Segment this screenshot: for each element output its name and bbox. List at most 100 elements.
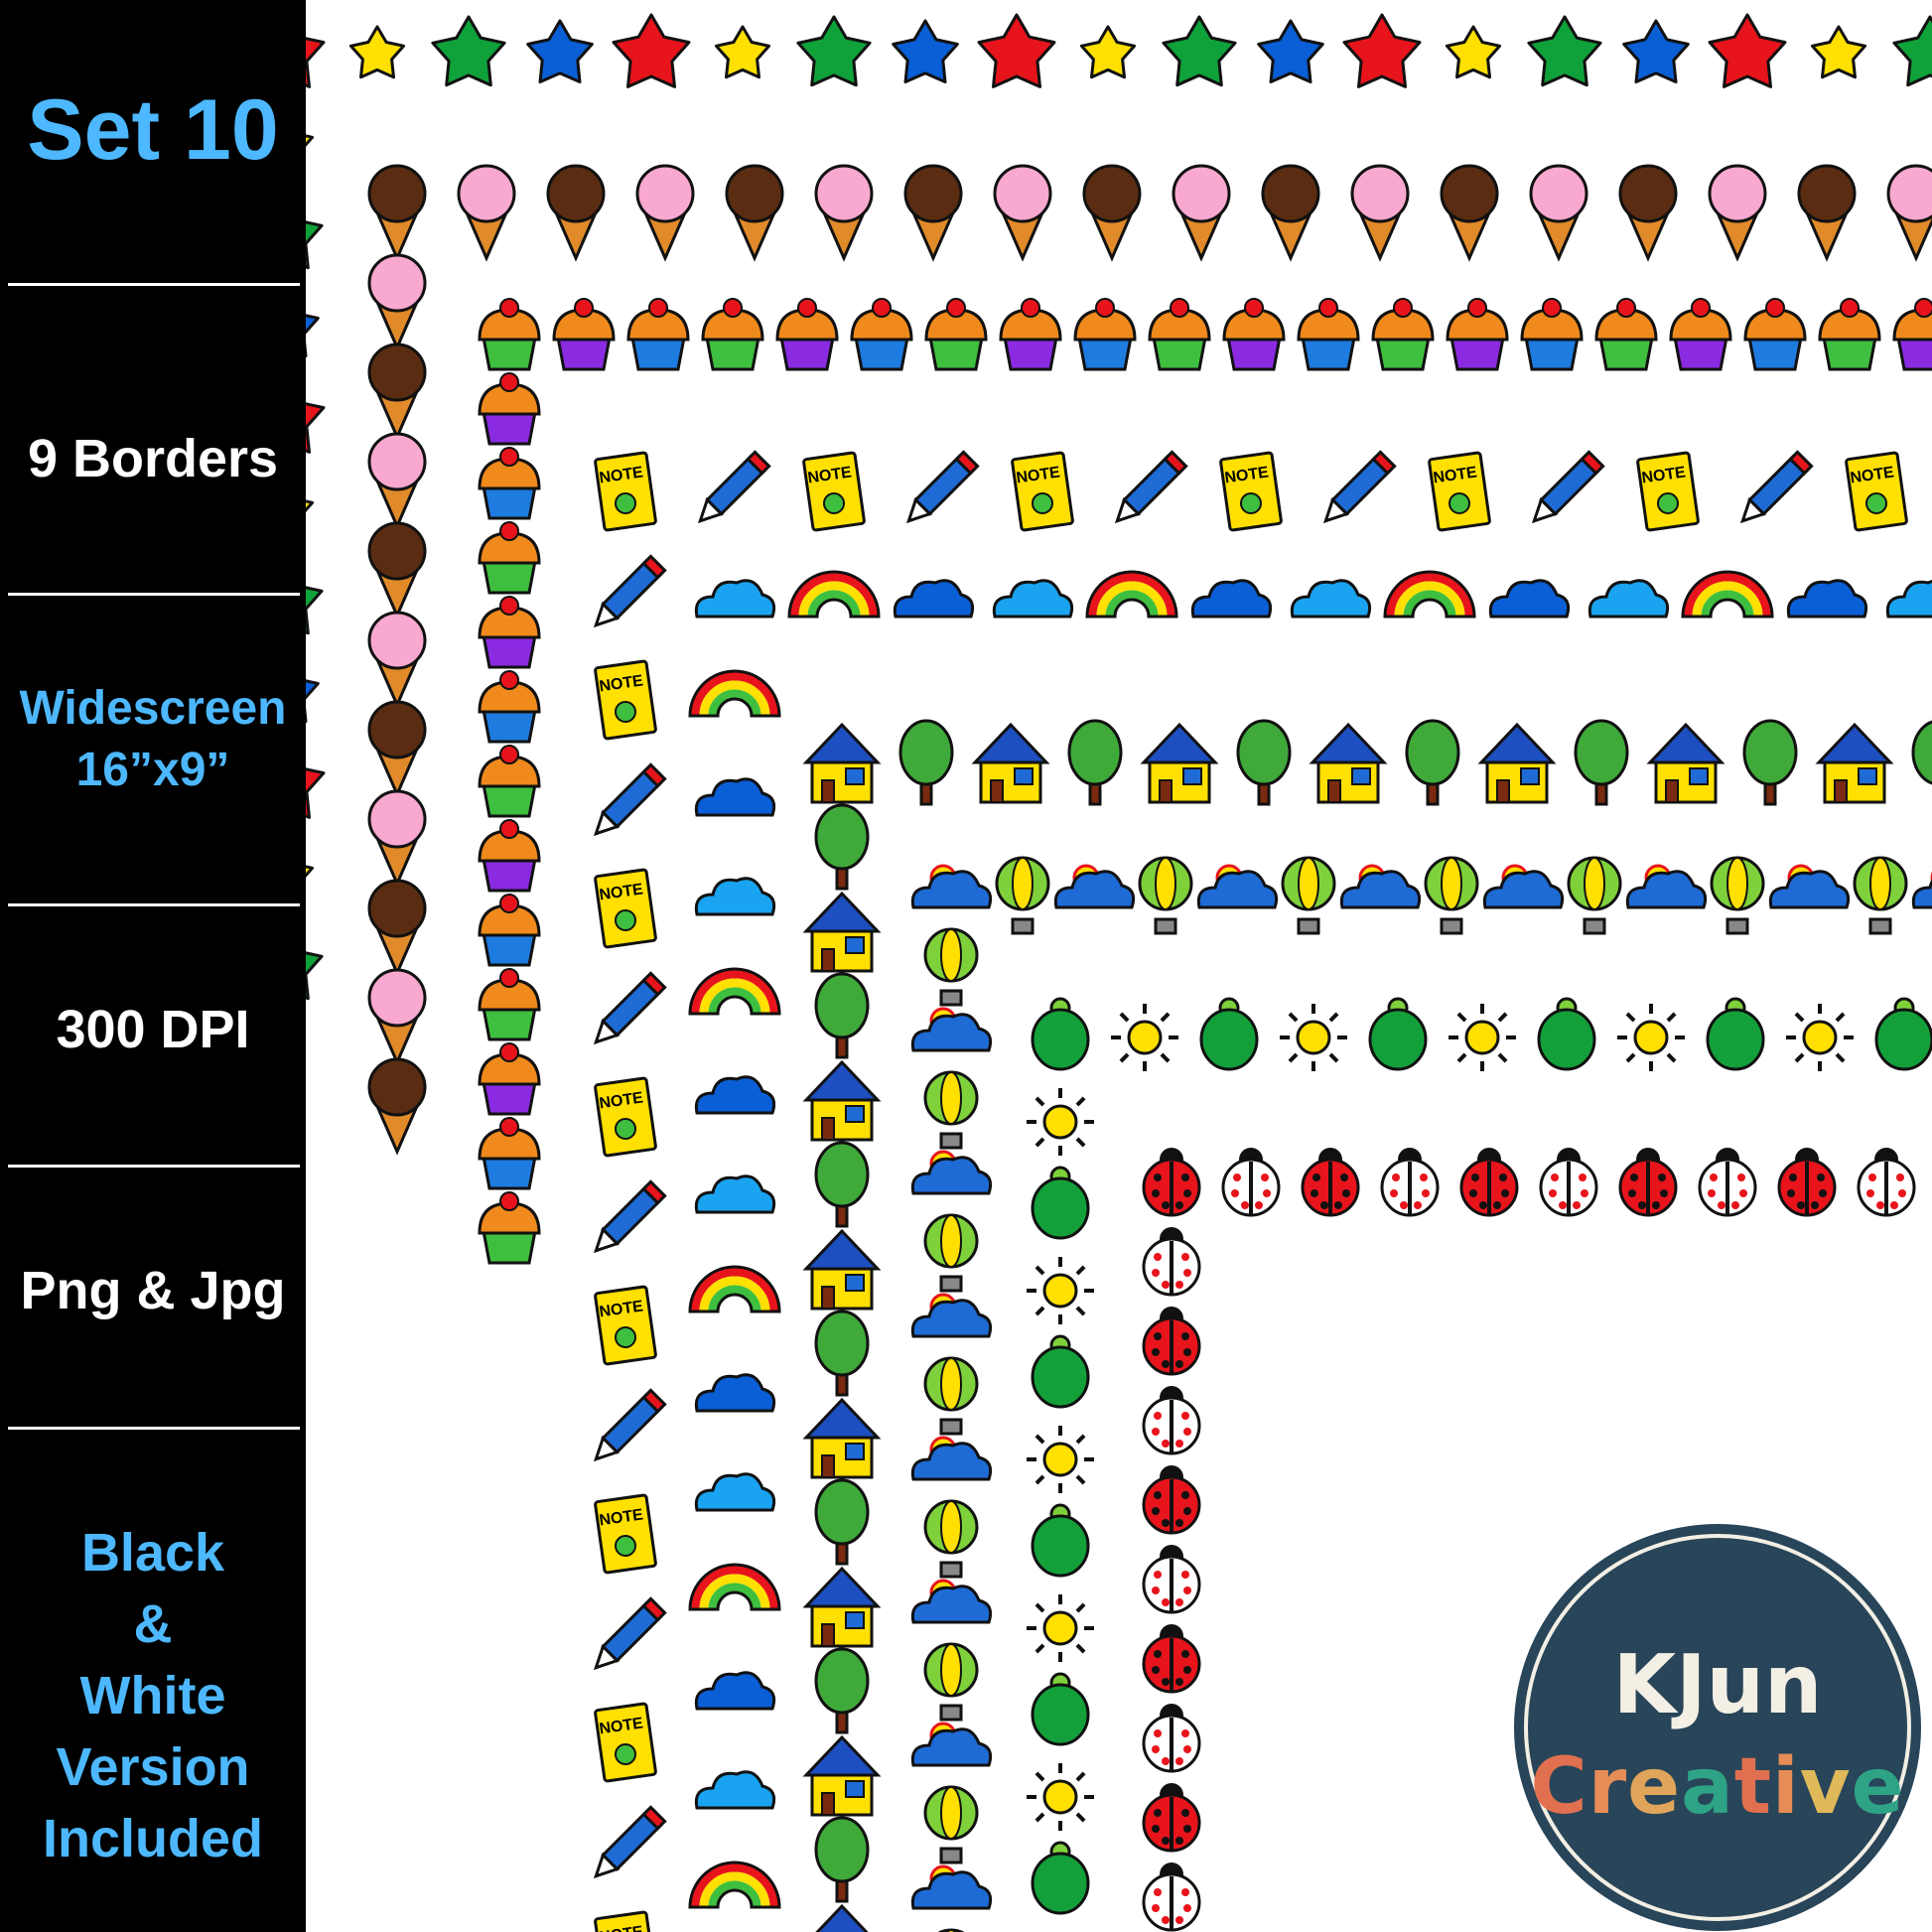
notebook-icon: NOTE xyxy=(802,451,866,532)
pencil-icon xyxy=(1322,450,1397,524)
ladybug-red-icon xyxy=(1142,1465,1201,1535)
tree-icon xyxy=(814,1647,870,1734)
tree-icon xyxy=(1405,719,1460,806)
cloud-dark-icon xyxy=(1488,579,1571,619)
bw-line-5: Included xyxy=(42,1809,263,1868)
border-stars xyxy=(306,13,1932,1001)
cupcake-green-icon xyxy=(1371,298,1435,371)
notebook-icon: NOTE xyxy=(594,451,657,532)
cloud-light-icon xyxy=(992,579,1074,619)
divider xyxy=(8,593,300,596)
cupcake-blue-icon xyxy=(1073,298,1137,371)
cupcake-blue-icon xyxy=(850,298,913,371)
ladybug-white-icon xyxy=(1698,1148,1757,1217)
tree-icon xyxy=(898,719,954,806)
file-types: Png & Jpg xyxy=(20,1261,286,1320)
sun-cloud-icon xyxy=(910,1007,993,1052)
ice-cream-strawberry-icon xyxy=(1350,164,1410,262)
sun-icon xyxy=(1111,1004,1178,1071)
ice-cream-strawberry-icon xyxy=(1886,164,1932,262)
hot-air-balloon-icon xyxy=(1853,856,1908,935)
format-label: Widescreen xyxy=(19,682,287,735)
sun-icon xyxy=(1027,1088,1094,1156)
hot-air-balloon-icon xyxy=(995,856,1050,935)
rainbow-icon xyxy=(688,967,781,1016)
cupcake-purple-icon xyxy=(999,298,1062,371)
cloud-dark-icon xyxy=(893,579,975,619)
cupcake-purple-icon xyxy=(478,596,541,669)
ice-cream-chocolate-icon xyxy=(1261,164,1320,262)
notebook-label: NOTE xyxy=(599,881,645,903)
ice-cream-strawberry-icon xyxy=(1708,164,1767,262)
cupcake-purple-icon xyxy=(1892,298,1932,371)
notebook-icon: NOTE xyxy=(1428,451,1491,532)
house-icon xyxy=(1646,722,1725,804)
star-yellow-icon xyxy=(306,499,315,512)
cloud-light-icon xyxy=(694,1472,776,1512)
cupcake-green-icon xyxy=(478,968,541,1041)
tree-icon xyxy=(1911,720,1932,785)
sun-cloud-icon xyxy=(910,1293,993,1338)
hot-air-balloon-icon xyxy=(1567,856,1622,935)
house-icon xyxy=(1309,722,1388,804)
rainbow-icon xyxy=(1085,570,1178,619)
pencil-icon xyxy=(593,1388,667,1462)
turtle-icon xyxy=(1031,997,1090,1071)
divider xyxy=(8,903,300,906)
sun-icon xyxy=(1280,1004,1347,1071)
bw-line-3: White xyxy=(79,1666,226,1725)
tree-icon xyxy=(1742,719,1798,806)
pencil-icon xyxy=(593,554,667,628)
rainbow-icon xyxy=(1681,570,1774,619)
border-ladybugs xyxy=(1142,1148,1916,1932)
format-size: 16”x9” xyxy=(75,744,230,796)
border-cupcakes xyxy=(478,298,1932,1265)
rainbow-icon xyxy=(688,1265,781,1313)
notebook-icon: NOTE xyxy=(1845,451,1908,532)
hot-air-balloon-icon xyxy=(923,1213,979,1293)
notebook-icon: NOTE xyxy=(594,1285,657,1366)
star-green-icon xyxy=(1892,15,1932,87)
borders-count: 9 Borders xyxy=(27,429,279,488)
hot-air-balloon-icon xyxy=(1281,856,1336,935)
ladybug-red-icon xyxy=(1618,1148,1678,1217)
cupcake-green-icon xyxy=(1818,298,1881,371)
notebook-label: NOTE xyxy=(1224,464,1271,486)
cupcake-green-icon xyxy=(924,298,988,371)
cupcake-green-icon xyxy=(701,298,764,371)
notebook-label: NOTE xyxy=(807,464,854,486)
cloud-dark-icon xyxy=(694,1373,776,1413)
star-yellow-icon xyxy=(1810,25,1867,79)
pencil-icon xyxy=(593,762,667,837)
house-icon xyxy=(802,1228,882,1311)
rainbow-icon xyxy=(688,1563,781,1611)
hot-air-balloon-icon xyxy=(923,1070,979,1150)
sun-cloud-icon xyxy=(1339,864,1422,909)
sun-icon xyxy=(1449,1004,1516,1071)
ladybug-white-icon xyxy=(1142,1863,1201,1932)
cupcake-blue-icon xyxy=(1743,298,1807,371)
star-blue-icon xyxy=(1257,19,1324,83)
star-red-icon xyxy=(306,767,326,819)
sun-cloud-icon xyxy=(1911,871,1932,909)
ladybug-red-icon xyxy=(1142,1307,1201,1376)
cupcake-green-icon xyxy=(478,745,541,818)
turtle-icon xyxy=(1031,1841,1090,1915)
cloud-light-icon xyxy=(1290,579,1372,619)
cupcake-blue-icon xyxy=(478,894,541,967)
cupcake-green-icon xyxy=(1594,298,1658,371)
ice-cream-chocolate-icon xyxy=(725,164,784,262)
ice-cream-chocolate-icon xyxy=(546,164,606,262)
notebook-label: NOTE xyxy=(1433,464,1479,486)
sun-icon xyxy=(1027,1594,1094,1662)
sun-icon xyxy=(1786,1004,1854,1071)
ice-cream-chocolate-icon xyxy=(367,164,427,262)
ice-cream-strawberry-icon xyxy=(814,164,874,262)
border-sky xyxy=(910,856,1932,1932)
sun-icon xyxy=(1027,1257,1094,1324)
notebook-label: NOTE xyxy=(1850,464,1896,486)
house-icon xyxy=(1140,722,1219,804)
hot-air-balloon-icon xyxy=(923,1356,979,1436)
ladybug-red-icon xyxy=(1142,1148,1201,1217)
ice-cream-chocolate-icon xyxy=(1440,164,1499,262)
